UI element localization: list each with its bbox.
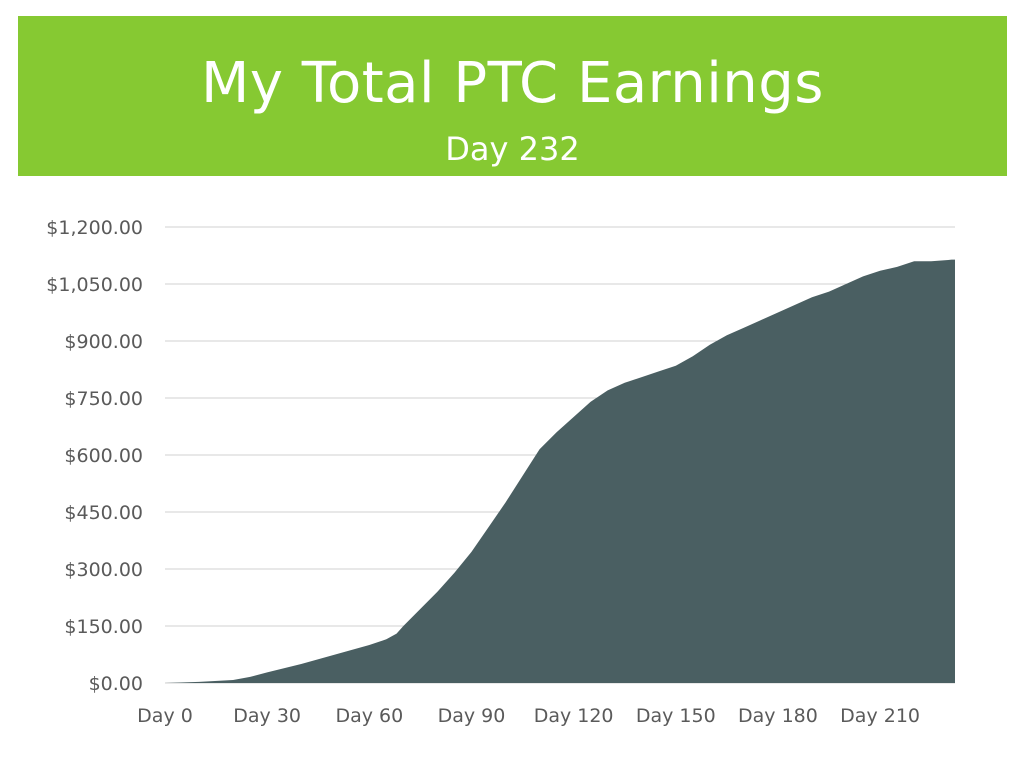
- x-tick-label: Day 90: [438, 705, 506, 727]
- x-tick-label: Day 180: [738, 705, 818, 727]
- x-axis-ticks: Day 0 Day 30 Day 60 Day 90 Day 120 Day 150 Day…: [137, 705, 920, 727]
- y-tick-label: $300.00: [64, 559, 143, 581]
- chart-subtitle: Day 232: [445, 130, 580, 168]
- x-tick-label: Day 60: [335, 705, 403, 727]
- x-tick-label: Day 30: [233, 705, 301, 727]
- y-tick-label: $750.00: [64, 388, 143, 410]
- area-layer: [165, 259, 955, 683]
- y-axis-ticks: $0.00 $150.00 $300.00 $450.00 $600.00 $750.00…: [46, 217, 143, 695]
- x-tick-label: Day 0: [137, 705, 193, 727]
- y-tick-label: $450.00: [64, 502, 143, 524]
- y-tick-label: $1,200.00: [46, 217, 143, 239]
- y-tick-label: $600.00: [64, 445, 143, 467]
- earnings-area: [165, 259, 955, 683]
- x-tick-label: Day 150: [636, 705, 716, 727]
- x-tick-label: Day 120: [534, 705, 614, 727]
- y-tick-label: $1,050.00: [46, 274, 143, 296]
- y-tick-label: $0.00: [89, 673, 143, 695]
- x-tick-label: Day 210: [840, 705, 920, 727]
- y-tick-label: $150.00: [64, 616, 143, 638]
- chart-title: My Total PTC Earnings: [201, 51, 824, 116]
- title-banner: My Total PTC Earnings Day 232: [18, 16, 1007, 176]
- y-tick-label: $900.00: [64, 331, 143, 353]
